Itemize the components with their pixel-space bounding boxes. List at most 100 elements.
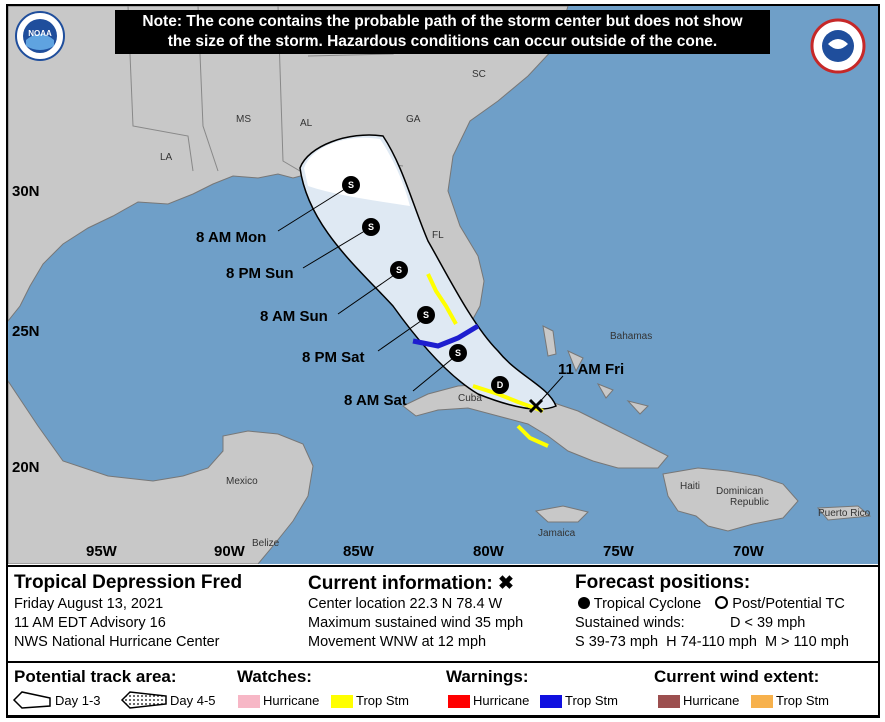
label-dominican: Dominican	[716, 486, 763, 497]
state-labels: SC MS AL GA LA FL	[160, 69, 486, 241]
wind-hurricane-label: Hurricane	[683, 693, 740, 708]
sustained-winds-label: Sustained winds:	[575, 615, 685, 631]
watches-title: Watches:	[237, 667, 312, 686]
current-info-title: Current information: ✖	[308, 573, 514, 594]
trop-storm-watch-cuba	[472, 384, 544, 413]
label-8am-mon: 8 AM Mon	[196, 229, 266, 246]
lat-25n: 25N	[12, 323, 40, 340]
lon-70w: 70W	[733, 543, 765, 560]
label-ga: GA	[406, 114, 421, 125]
label-belize: Belize	[252, 538, 280, 549]
cone-note: Note: The cone contains the probable pat…	[115, 10, 770, 54]
warnings-title: Warnings:	[446, 667, 529, 686]
svg-text:NOAA: NOAA	[28, 29, 52, 38]
watch-hurricane-label: Hurricane	[263, 693, 320, 708]
label-republic: Republic	[730, 497, 769, 508]
marker-d-icon: D	[491, 376, 509, 394]
marker-current-x-icon	[528, 398, 544, 414]
label-8am-sun: 8 AM Sun	[260, 308, 328, 325]
label-puerto-rico: Puerto Rico	[818, 508, 871, 519]
forecast-map: 30N 25N 20N 95W 90W 85W 80W 75W 70W SC M…	[8, 6, 878, 564]
lon-labels: 95W 90W 85W 80W 75W 70W	[86, 543, 765, 560]
day45-cone-icon	[120, 691, 167, 709]
label-haiti: Haiti	[680, 481, 700, 492]
filled-circle-icon	[578, 597, 590, 609]
watch-hurricane-swatch	[238, 695, 260, 708]
forecast-cone	[299, 134, 557, 410]
wind-hurricane-swatch	[658, 695, 680, 708]
track-area-title: Potential track area:	[14, 667, 177, 686]
lat-20n: 20N	[12, 459, 40, 476]
svg-text:S: S	[455, 348, 461, 358]
lon-85w: 85W	[343, 543, 375, 560]
noaa-logo: NOAA	[15, 11, 65, 61]
info-panel: Tropical Depression Fred Friday August 1…	[8, 565, 878, 659]
label-cuba: Cuba	[458, 393, 482, 404]
smh-wind-label: S 39-73 mph H 74-110 mph M > 110 mph	[575, 634, 849, 650]
marker-s-8am-sun: S	[390, 261, 408, 279]
watch-trop-swatch	[331, 695, 353, 708]
lon-80w: 80W	[473, 543, 505, 560]
svg-text:S: S	[348, 180, 354, 190]
svg-text:S: S	[368, 222, 374, 232]
watch-trop-label: Trop Stm	[356, 693, 409, 708]
wind-trop-label: Trop Stm	[776, 693, 829, 708]
advisory-number: 11 AM EDT Advisory 16	[14, 615, 166, 631]
label-8am-sat: 8 AM Sat	[344, 392, 407, 409]
lat-30n: 30N	[12, 183, 40, 200]
warn-hurricane-label: Hurricane	[473, 693, 530, 708]
wind-extent-title: Current wind extent:	[654, 667, 820, 686]
day13-cone-icon	[12, 691, 51, 709]
lon-90w: 90W	[214, 543, 246, 560]
leader-lines	[277, 183, 564, 407]
puerto-rico-land	[816, 505, 872, 521]
advisory-date: Friday August 13, 2021	[14, 596, 164, 612]
wind-trop-swatch	[751, 695, 773, 708]
trop-storm-warning-keys	[412, 323, 480, 349]
lon-95w: 95W	[86, 543, 118, 560]
center-location: Center location 22.3 N 78.4 W	[308, 596, 503, 612]
cone-note-line1: Note: The cone contains the probable pat…	[142, 13, 743, 30]
day13-label: Day 1-3	[55, 693, 101, 708]
marker-s-8pm-sun: S	[362, 218, 380, 236]
marker-s-8am-mon: S	[342, 176, 360, 194]
svg-text:S: S	[396, 265, 402, 275]
forecast-legend-row: Tropical Cyclone Post/Potential TC	[578, 596, 845, 612]
marker-s-8pm-sat: S	[417, 306, 435, 324]
x-icon: ✖	[498, 573, 514, 594]
movement: Movement WNW at 12 mph	[308, 634, 487, 650]
hispaniola-land	[662, 467, 799, 532]
label-11am-fri: 11 AM Fri	[558, 361, 624, 378]
tropical-cyclone-label: Tropical Cyclone	[593, 596, 702, 612]
svg-text:S: S	[423, 310, 429, 320]
warn-hurricane-swatch	[448, 695, 470, 708]
label-bahamas: Bahamas	[610, 331, 652, 342]
cone-day13-boundary	[304, 137, 410, 206]
day45-label: Day 4-5	[170, 693, 216, 708]
svg-text:D: D	[497, 380, 504, 390]
cone-note-line2: the size of the storm. Hazardous conditi…	[167, 33, 718, 50]
label-8pm-sun: 8 PM Sun	[226, 265, 294, 282]
forecast-markers: D S S S S S	[342, 176, 544, 414]
d-wind-label: D < 39 mph	[730, 615, 806, 631]
nws-logo	[810, 18, 866, 74]
label-fl: FL	[432, 230, 444, 241]
warn-trop-swatch	[540, 695, 562, 708]
label-ms: MS	[236, 114, 251, 125]
bahamas-islands	[542, 325, 649, 415]
label-jamaica: Jamaica	[538, 528, 576, 539]
jamaica-land	[534, 505, 589, 523]
label-la: LA	[160, 152, 173, 163]
marker-s-8am-sat: S	[449, 344, 467, 362]
label-8pm-sat: 8 PM Sat	[302, 349, 365, 366]
label-mexico: Mexico	[226, 476, 258, 487]
forecast-positions-title: Forecast positions:	[575, 572, 751, 593]
max-wind: Maximum sustained wind 35 mph	[308, 615, 524, 631]
label-sc: SC	[472, 69, 486, 80]
lon-75w: 75W	[603, 543, 635, 560]
mexico-land	[8, 380, 314, 564]
legend-panel: Potential track area: Day 1-3 Day 4-5 Wa…	[8, 661, 878, 717]
storm-name: Tropical Depression Fred	[14, 572, 243, 593]
trop-storm-watch-cuba-south	[516, 424, 549, 448]
trop-storm-watch-florida	[426, 273, 458, 325]
